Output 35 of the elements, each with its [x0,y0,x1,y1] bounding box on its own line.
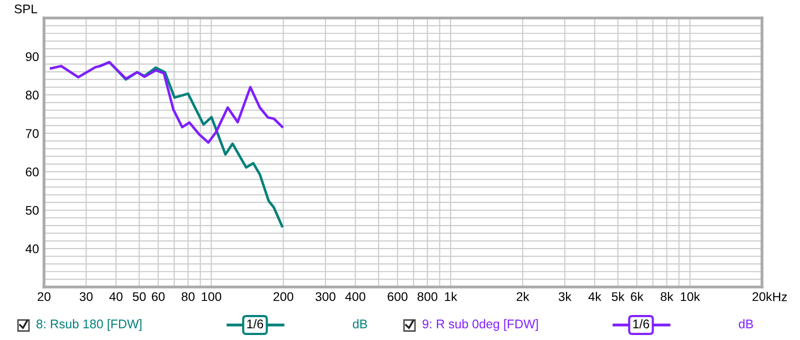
x-axis-title: Hz [773,292,787,302]
y-tick-label: 90 [26,52,39,62]
x-tick-label: 6k [630,292,644,302]
x-tick-label: 80 [182,292,195,302]
x-tick-label: 200 [274,292,294,302]
y-tick-label: 70 [26,129,39,138]
x-tick-label: 20 [38,292,50,302]
text: dB [352,319,367,328]
x-tick-label: 400 [345,292,366,302]
x-tick-label: 10k [680,292,700,302]
x-tick-label: 20k [752,292,772,302]
x-tick-label: 5k [612,292,625,302]
x-tick-label: 30 [80,292,93,302]
x-tick-label: 600 [388,292,408,302]
x-tick-label: 800 [418,292,438,302]
text: 9: R sub 0deg [FDW] [422,319,538,331]
text: 1/6 [633,319,650,328]
x-tick-label: 50 [132,292,146,302]
y-axis-title: SPL [14,4,38,14]
y-tick-label: 40 [26,244,39,254]
x-tick-label: 3k [558,292,572,302]
x-tick-label: 4k [588,292,602,301]
x-tick-label: 2k [516,292,530,301]
text: dB [738,319,753,328]
x-tick-label: 8k [660,292,674,302]
x-tick-label: 1k [444,292,458,301]
x-tick-label: 300 [316,292,336,302]
x-tick-label: 100 [202,292,222,302]
y-tick-label: 80 [26,90,39,100]
y-tick-label: 50 [26,206,39,215]
x-tick-label: 60 [152,292,165,302]
x-tick-label: 40 [109,292,123,302]
y-tick-label: 60 [26,168,39,176]
text: 1/6 [247,319,264,328]
text: 8: Rsub 180 [FDW] [36,319,142,331]
